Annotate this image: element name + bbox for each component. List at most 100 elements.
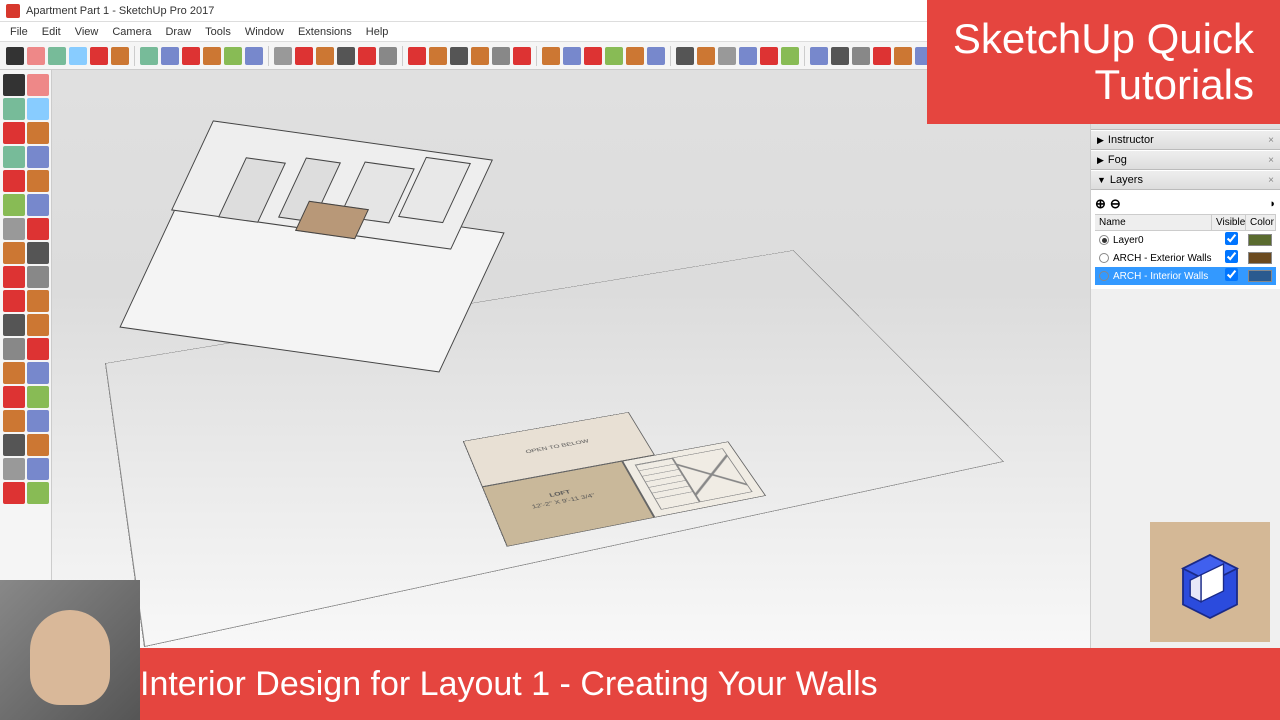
toolbar-button-39[interactable] bbox=[873, 47, 891, 65]
toolbar-button-29[interactable] bbox=[647, 47, 665, 65]
tool-button-9[interactable] bbox=[27, 170, 49, 192]
toolbar-button-20[interactable] bbox=[450, 47, 468, 65]
layer-row[interactable]: ARCH - Exterior Walls bbox=[1095, 249, 1276, 267]
tool-button-18[interactable] bbox=[3, 290, 25, 312]
viewport-3d[interactable]: OPEN TO BELOW LOFT 12'-2" X 9'-11 3/4" bbox=[52, 70, 1090, 700]
tool-button-0[interactable] bbox=[3, 74, 25, 96]
toolbar-button-2[interactable] bbox=[48, 47, 66, 65]
toolbar-button-12[interactable] bbox=[274, 47, 292, 65]
tool-button-16[interactable] bbox=[3, 266, 25, 288]
menu-view[interactable]: View bbox=[69, 24, 105, 40]
toolbar-button-22[interactable] bbox=[492, 47, 510, 65]
remove-layer-button[interactable]: ⊖ bbox=[1110, 196, 1121, 212]
menu-draw[interactable]: Draw bbox=[159, 24, 197, 40]
toolbar-button-16[interactable] bbox=[358, 47, 376, 65]
toolbar-button-38[interactable] bbox=[852, 47, 870, 65]
toolbar-button-0[interactable] bbox=[6, 47, 24, 65]
menu-camera[interactable]: Camera bbox=[106, 24, 157, 40]
layer-details-button[interactable]: ◗ bbox=[1269, 198, 1276, 210]
layer-color-swatch[interactable] bbox=[1248, 234, 1272, 246]
tool-button-13[interactable] bbox=[27, 218, 49, 240]
toolbar-button-37[interactable] bbox=[831, 47, 849, 65]
toolbar-button-6[interactable] bbox=[140, 47, 158, 65]
tool-button-11[interactable] bbox=[27, 194, 49, 216]
toolbar-button-26[interactable] bbox=[584, 47, 602, 65]
tool-button-35[interactable] bbox=[27, 482, 49, 504]
tool-button-22[interactable] bbox=[3, 338, 25, 360]
add-layer-button[interactable]: ⊕ bbox=[1095, 196, 1106, 212]
tool-button-4[interactable] bbox=[3, 122, 25, 144]
toolbar-button-5[interactable] bbox=[111, 47, 129, 65]
tool-button-2[interactable] bbox=[3, 98, 25, 120]
toolbar-button-33[interactable] bbox=[739, 47, 757, 65]
menu-window[interactable]: Window bbox=[239, 24, 290, 40]
toolbar-button-24[interactable] bbox=[542, 47, 560, 65]
toolbar-button-7[interactable] bbox=[161, 47, 179, 65]
toolbar-button-13[interactable] bbox=[295, 47, 313, 65]
layer-active-radio[interactable] bbox=[1099, 235, 1109, 245]
tool-button-32[interactable] bbox=[3, 458, 25, 480]
toolbar-button-36[interactable] bbox=[810, 47, 828, 65]
menu-file[interactable]: File bbox=[4, 24, 34, 40]
toolbar-button-25[interactable] bbox=[563, 47, 581, 65]
tool-button-26[interactable] bbox=[3, 386, 25, 408]
tool-button-30[interactable] bbox=[3, 434, 25, 456]
menu-tools[interactable]: Tools bbox=[199, 24, 237, 40]
tool-button-5[interactable] bbox=[27, 122, 49, 144]
toolbar-button-34[interactable] bbox=[760, 47, 778, 65]
tool-button-19[interactable] bbox=[27, 290, 49, 312]
tool-button-8[interactable] bbox=[3, 170, 25, 192]
tool-button-20[interactable] bbox=[3, 314, 25, 336]
layer-name[interactable]: ARCH - Exterior Walls bbox=[1113, 253, 1214, 264]
tool-button-29[interactable] bbox=[27, 410, 49, 432]
toolbar-button-19[interactable] bbox=[429, 47, 447, 65]
layers-panel-header[interactable]: ▼ Layers × bbox=[1091, 170, 1280, 190]
layer-row[interactable]: Layer0 bbox=[1095, 231, 1276, 249]
menu-help[interactable]: Help bbox=[360, 24, 395, 40]
toolbar-button-31[interactable] bbox=[697, 47, 715, 65]
panel-close-icon[interactable]: × bbox=[1268, 135, 1274, 146]
tool-button-27[interactable] bbox=[27, 386, 49, 408]
building-model[interactable] bbox=[152, 140, 572, 360]
toolbar-button-10[interactable] bbox=[224, 47, 242, 65]
menu-edit[interactable]: Edit bbox=[36, 24, 67, 40]
toolbar-button-17[interactable] bbox=[379, 47, 397, 65]
toolbar-button-35[interactable] bbox=[781, 47, 799, 65]
toolbar-button-8[interactable] bbox=[182, 47, 200, 65]
toolbar-button-11[interactable] bbox=[245, 47, 263, 65]
tool-button-33[interactable] bbox=[27, 458, 49, 480]
panel-close-icon[interactable]: × bbox=[1268, 175, 1274, 186]
tool-button-1[interactable] bbox=[27, 74, 49, 96]
toolbar-button-14[interactable] bbox=[316, 47, 334, 65]
toolbar-button-3[interactable] bbox=[69, 47, 87, 65]
tool-button-17[interactable] bbox=[27, 266, 49, 288]
toolbar-button-21[interactable] bbox=[471, 47, 489, 65]
layer-name[interactable]: Layer0 bbox=[1113, 235, 1214, 246]
layer-color-swatch[interactable] bbox=[1248, 252, 1272, 264]
tool-button-12[interactable] bbox=[3, 218, 25, 240]
toolbar-button-27[interactable] bbox=[605, 47, 623, 65]
tool-button-31[interactable] bbox=[27, 434, 49, 456]
toolbar-button-28[interactable] bbox=[626, 47, 644, 65]
toolbar-button-18[interactable] bbox=[408, 47, 426, 65]
tool-button-21[interactable] bbox=[27, 314, 49, 336]
toolbar-button-4[interactable] bbox=[90, 47, 108, 65]
layer-active-radio[interactable] bbox=[1099, 271, 1109, 281]
tool-button-7[interactable] bbox=[27, 146, 49, 168]
panel-header-instructor[interactable]: ▶Instructor× bbox=[1091, 130, 1280, 150]
layer-row[interactable]: ARCH - Interior Walls bbox=[1095, 267, 1276, 285]
panel-header-fog[interactable]: ▶Fog× bbox=[1091, 150, 1280, 170]
toolbar-button-9[interactable] bbox=[203, 47, 221, 65]
layer-name[interactable]: ARCH - Interior Walls bbox=[1113, 271, 1214, 282]
tool-button-14[interactable] bbox=[3, 242, 25, 264]
menu-extensions[interactable]: Extensions bbox=[292, 24, 358, 40]
layer-active-radio[interactable] bbox=[1099, 253, 1109, 263]
tool-button-25[interactable] bbox=[27, 362, 49, 384]
tool-button-3[interactable] bbox=[27, 98, 49, 120]
tool-button-28[interactable] bbox=[3, 410, 25, 432]
tool-button-6[interactable] bbox=[3, 146, 25, 168]
layer-color-swatch[interactable] bbox=[1248, 270, 1272, 282]
toolbar-button-32[interactable] bbox=[718, 47, 736, 65]
tool-button-23[interactable] bbox=[27, 338, 49, 360]
tool-button-24[interactable] bbox=[3, 362, 25, 384]
